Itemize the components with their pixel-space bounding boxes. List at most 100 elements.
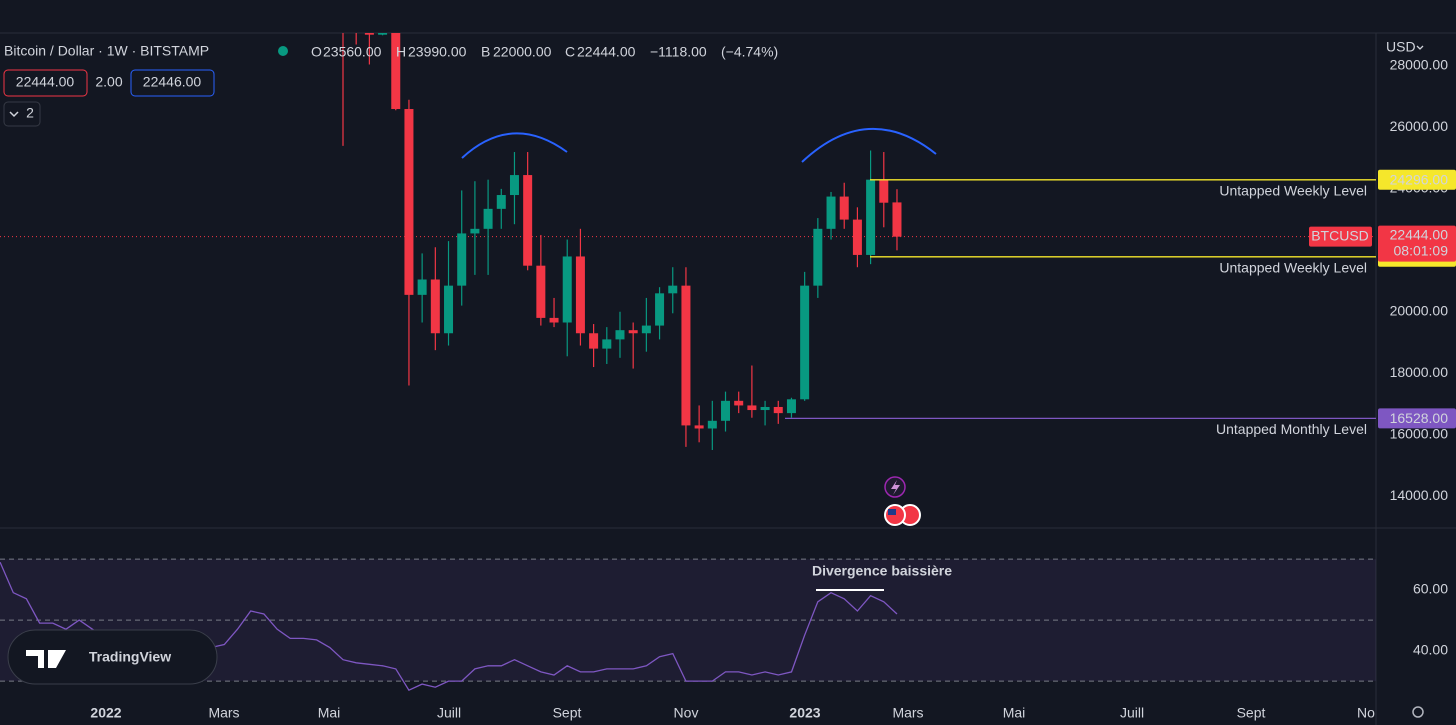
spread: 2.00 [95, 74, 122, 90]
candle-body [575, 256, 585, 334]
watermark-icon [26, 650, 66, 668]
rsi-plot [0, 558, 1376, 692]
ohlc-label: C [565, 44, 575, 60]
x-tick-label: 2022 [90, 705, 121, 721]
ohlc-value: 22444.00 [577, 44, 636, 60]
candle-body [430, 279, 440, 334]
candle-body [866, 179, 876, 255]
y-tick-label: 16000.00 [1390, 425, 1449, 441]
settings-icon[interactable] [1412, 706, 1424, 718]
rsi-tick-label: 60.00 [1413, 580, 1448, 596]
level-tag [1378, 169, 1456, 190]
candle-body [444, 285, 454, 334]
market-status [278, 46, 288, 56]
x-tick-label: Sept [553, 705, 582, 721]
candle-body [839, 196, 849, 220]
candle-body [549, 317, 559, 323]
x-tick-label: Juill [1120, 705, 1144, 721]
event-icon-bolt [891, 480, 900, 495]
y-tick-label: 20000.00 [1390, 302, 1449, 318]
x-tick-label: Mars [208, 705, 239, 721]
x-tick-label: No [1357, 705, 1375, 721]
drawing-arc [461, 132, 568, 159]
watermark: TradingView [89, 649, 171, 665]
indicators-count: 2 [26, 105, 34, 121]
ohlc-label: H [396, 44, 406, 60]
candle-body [879, 179, 889, 203]
candle-body [536, 265, 546, 318]
candle-body [628, 330, 638, 334]
ohlc-label: O [311, 44, 322, 60]
candle-body [417, 279, 427, 295]
chevron [1416, 45, 1424, 50]
candle-body [892, 202, 902, 237]
ohlc-label: B [481, 44, 490, 60]
candle-body [852, 219, 862, 255]
chart-title: Bitcoin / Dollar · 1W · BITSTAMP [4, 43, 209, 59]
countdown: 08:01:09 [1394, 242, 1449, 258]
symbol-label: BTCUSD [1311, 227, 1369, 243]
candle-body [470, 228, 480, 234]
candle-body [602, 339, 612, 349]
rsi-pane: 40.00 60.00 [0, 558, 1448, 692]
change: −1118.00 [650, 44, 707, 60]
y-tick-label: 18000.00 [1390, 364, 1449, 380]
candle-body [681, 285, 691, 426]
candle-body [364, 33, 374, 35]
level-tag [1378, 408, 1456, 429]
candle-body [562, 256, 572, 323]
candle-body [721, 400, 731, 421]
x-tick-label: 2023 [789, 705, 820, 721]
ask-box[interactable] [130, 69, 215, 97]
level-name: Untapped Monthly Level [1216, 421, 1367, 437]
drawing-arc [801, 127, 937, 163]
candle-body [641, 325, 651, 334]
annotation: Divergence baissière [812, 563, 952, 579]
candle-body [734, 400, 744, 406]
overlay: 14000.00 16000.00 18000.00 20000.00 22000.00… [3, 39, 1456, 721]
ohlc-value: 22000.00 [493, 44, 552, 60]
last-price-label: 22444.00 [1390, 226, 1449, 242]
ohlc-value: 23560.00 [323, 44, 382, 60]
y-tick-label: 26000.00 [1390, 118, 1449, 134]
candle-body [404, 109, 414, 295]
x-tick-label: Juill [437, 705, 461, 721]
candle-body [786, 399, 796, 414]
candle-body [496, 195, 506, 209]
change-pct: (−4.74%) [721, 44, 778, 60]
candle-body [523, 175, 533, 266]
price-pane [0, 33, 1376, 450]
candle-body [800, 285, 810, 400]
level-tag-label: 24296.00 [1390, 171, 1449, 187]
last-price-tag [1378, 225, 1456, 262]
ohlc-value: 23990.00 [408, 44, 467, 60]
candle-body [457, 233, 467, 286]
level-name: Untapped Weekly Level [1219, 260, 1367, 276]
chevron [9, 111, 19, 118]
rsi-tick-label: 40.00 [1413, 641, 1448, 657]
candle-body [589, 333, 599, 349]
watermark-box [7, 629, 218, 685]
level-name: Untapped Weekly Level [1219, 182, 1367, 198]
x-tick-label: Sept [1237, 705, 1266, 721]
candle-body [509, 175, 519, 196]
indicators-toggle[interactable] [3, 101, 41, 127]
level-tag-label: 16528.00 [1390, 410, 1449, 426]
bid-box[interactable] [3, 69, 88, 97]
bid: 22444.00 [16, 74, 75, 90]
x-tick-label: Mars [892, 705, 923, 721]
candle-body [668, 285, 678, 294]
flag-canton [888, 509, 896, 515]
y-tick-label: 28000.00 [1390, 57, 1449, 73]
ask: 22446.00 [143, 74, 202, 90]
candle-body [483, 208, 493, 229]
candle-body [655, 293, 665, 326]
candle-body [378, 33, 388, 35]
x-tick-label: Mai [1003, 705, 1026, 721]
y-tick-label: 14000.00 [1390, 487, 1449, 503]
candle-body [707, 420, 717, 429]
x-tick-label: Nov [674, 705, 699, 721]
candle-body [747, 405, 757, 411]
